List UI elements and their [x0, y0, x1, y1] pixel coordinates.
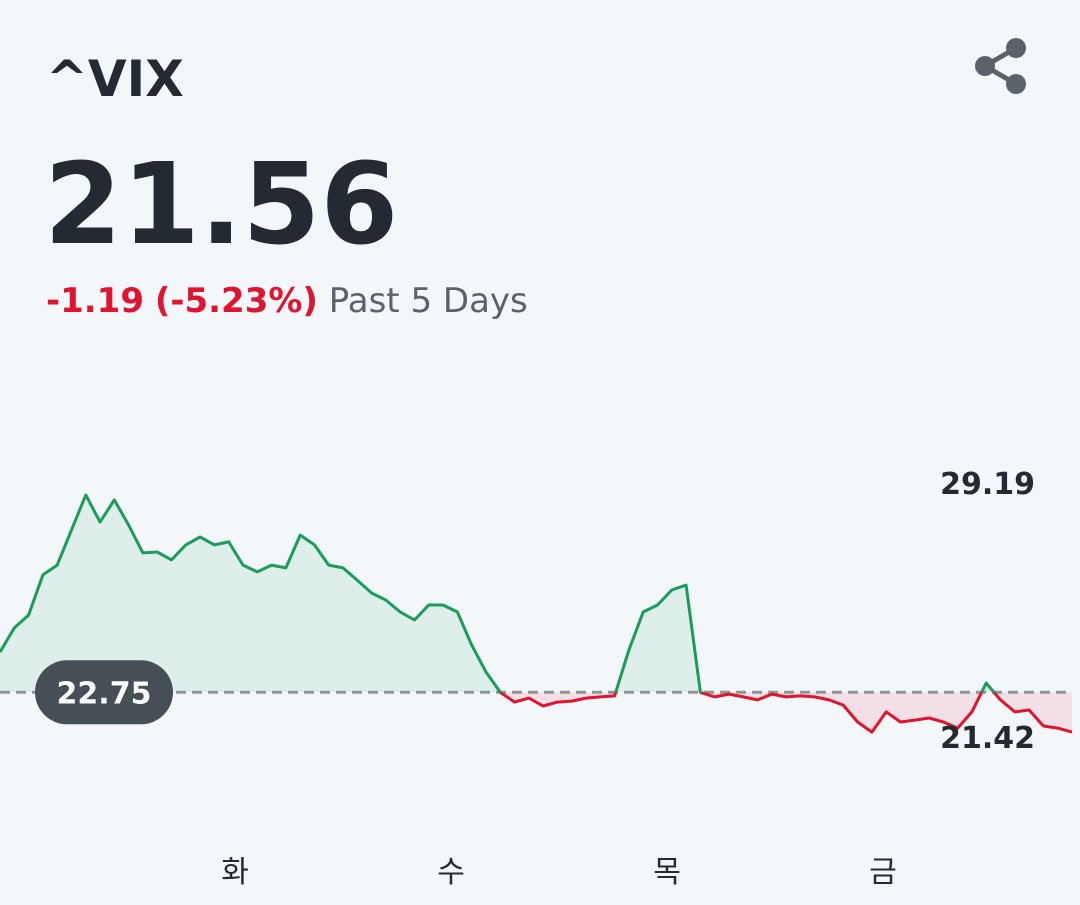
x-tick-label: 목: [653, 855, 681, 890]
price: 21.56: [44, 140, 398, 270]
line: [0, 493, 1073, 734]
y-tick-label: 21.42: [940, 721, 1035, 756]
period: Past 5 Days: [329, 281, 528, 321]
y-tick-label: 29.19: [940, 467, 1035, 502]
x-tick-label: 수: [437, 855, 465, 890]
x-tick-label: 금: [869, 855, 897, 890]
change-percent: (-5.23%): [155, 281, 318, 321]
area: [0, 495, 1072, 733]
x-tick-label: 화: [221, 855, 249, 890]
change-line: -1.19 (-5.23%) Past 5 Days: [46, 281, 528, 321]
baseline-pill: [35, 660, 173, 725]
baseline-label: 22.75: [57, 676, 152, 711]
symbol: ^VIX: [46, 50, 184, 108]
share-button[interactable]: [975, 38, 1026, 94]
change: -1.19: [46, 281, 144, 321]
